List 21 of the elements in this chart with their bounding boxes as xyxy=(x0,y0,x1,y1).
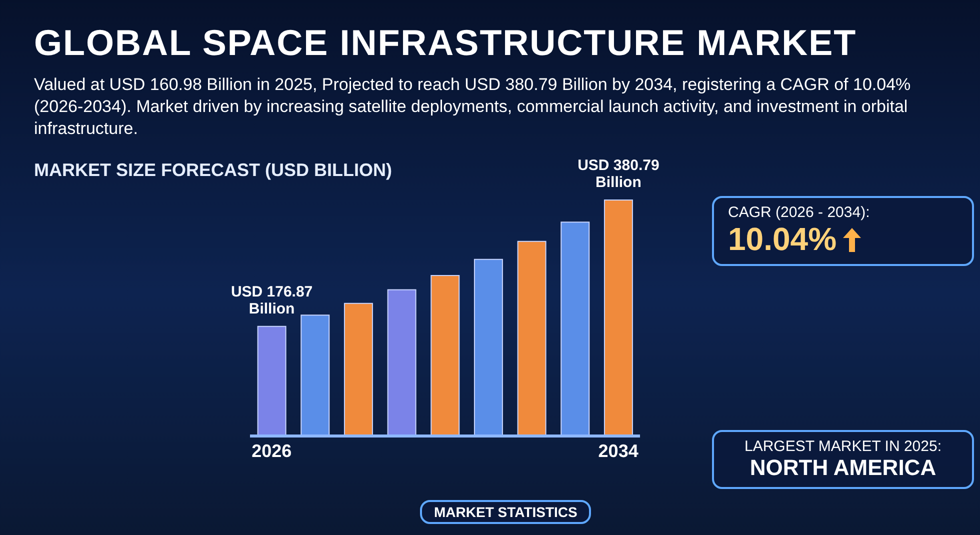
bar xyxy=(344,302,373,436)
text: MARKET STATISTICS xyxy=(420,500,592,524)
bar xyxy=(560,222,590,436)
text: NORTH AMERICA xyxy=(748,455,938,481)
bar xyxy=(604,200,633,436)
text: CAGR (2026 - 2034): xyxy=(728,204,871,221)
bar xyxy=(300,314,330,436)
x-tick-label: 2034 xyxy=(598,440,638,461)
bar xyxy=(430,274,460,436)
bar xyxy=(517,240,546,436)
bar xyxy=(257,326,286,436)
x-tick-label: 2026 xyxy=(252,440,292,461)
chart-title: GLOBAL SPACE INFRASTRUCTURE MARKET xyxy=(34,22,857,64)
text: 10.04% xyxy=(728,221,837,258)
y-axis-title: MARKET SIZE FORECAST (USD BILLION) xyxy=(34,160,392,181)
chart-subtitle: Valued at USD 160.98 Billion in 2025, Projected to reach USD 380.79 Billion by 2034, registering a CAGR of 10.04% (2026-2034). Market driven by increasing satellite deployments, commercial launch activity, and investment in orbital infrastructure. xyxy=(34,74,912,140)
bar xyxy=(474,258,503,436)
bar xyxy=(387,289,416,436)
data-label: USD 176.87 Billion xyxy=(230,283,313,318)
data-label: USD 380.79 Billion xyxy=(578,157,660,191)
text: LARGEST MARKET IN 2025: xyxy=(743,438,943,455)
